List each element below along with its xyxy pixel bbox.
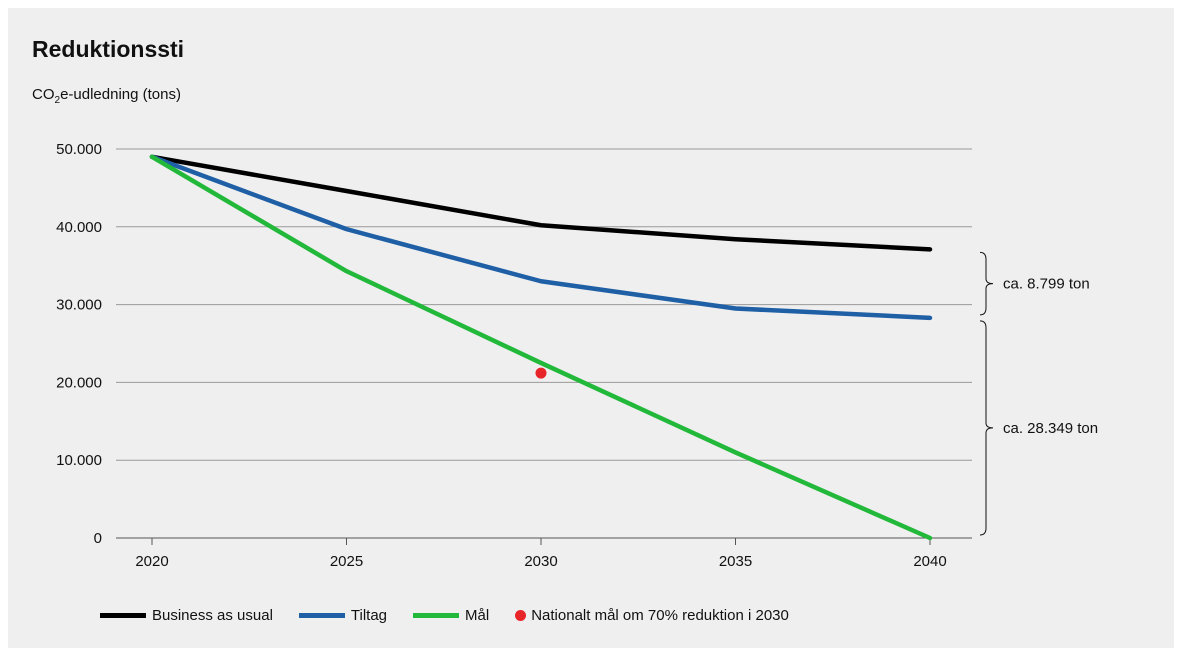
y-axis-label-subscript: 2 <box>54 95 61 106</box>
y-tick-label: 40.000 <box>56 219 102 236</box>
legend-label: Tiltag <box>350 607 388 624</box>
chart-title: Reduktionssti <box>32 36 185 62</box>
legend-label: Nationalt mål om 70% reduktion i 2030 <box>531 607 789 624</box>
y-tick-label: 20.000 <box>56 374 102 391</box>
legend-item-business-as-usual: Business as usual <box>100 607 273 624</box>
legend-item-tiltag: Tiltag <box>298 607 388 624</box>
x-tick-label: 2020 <box>135 553 168 570</box>
y-tick-label: 30.000 <box>56 297 102 314</box>
x-tick-label: 2025 <box>330 553 363 570</box>
chart-panel <box>8 8 1174 648</box>
y-tick-label: 50.000 <box>56 141 102 158</box>
legend-swatch <box>100 613 146 618</box>
annotation-label: ca. 28.349 ton <box>1003 420 1098 437</box>
brace-annotation <box>979 320 994 536</box>
brace-annotation <box>979 251 994 316</box>
y-axis-label-suffix: e-udledning (tons) <box>60 86 181 103</box>
series-line-tiltag <box>149 154 933 321</box>
series-line-business-as-usual <box>149 154 933 252</box>
legend-label: Business as usual <box>152 607 273 624</box>
y-tick-label: 10.000 <box>56 452 102 469</box>
y-axis-label-prefix: CO <box>32 86 55 103</box>
legend-swatch <box>515 610 527 621</box>
legend-item-m-l: Mål <box>413 607 489 624</box>
chart-legend: Business as usual Tiltag Mål Nationalt mål … <box>100 607 815 624</box>
legend-swatch <box>413 613 460 618</box>
y-axis-label: CO2e-udledning (tons) <box>32 86 181 106</box>
x-tick-label: 2035 <box>719 553 752 570</box>
annotation-label: ca. 8.799 ton <box>1003 276 1090 293</box>
x-tick-label: 2030 <box>524 553 557 570</box>
x-tick-label: 2040 <box>913 553 946 570</box>
legend-item-national-target: Nationalt mål om 70% reduktion i 2030 <box>515 607 789 624</box>
legend-swatch <box>298 613 345 618</box>
legend-label: Mål <box>465 607 490 624</box>
target-point-marker <box>535 367 547 379</box>
series-line-m-l <box>149 154 933 541</box>
y-tick-label: 0 <box>94 530 102 547</box>
